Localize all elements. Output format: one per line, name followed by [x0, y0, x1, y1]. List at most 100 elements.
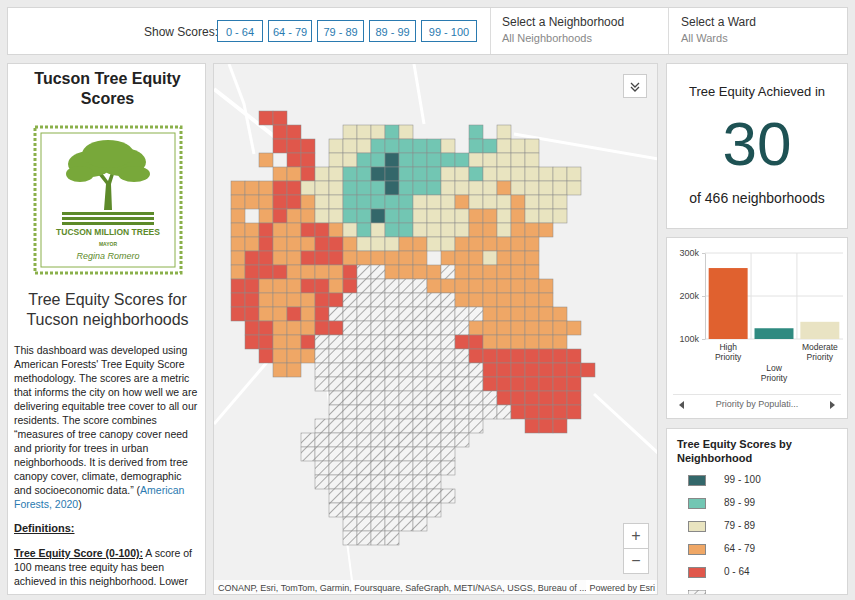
neighborhood[interactable]	[385, 195, 399, 209]
neighborhood[interactable]	[455, 293, 469, 307]
powered-by[interactable]: Powered by Esri	[586, 580, 655, 595]
neighborhood[interactable]	[371, 447, 385, 461]
neighborhood[interactable]	[511, 195, 525, 209]
neighborhood[interactable]	[539, 279, 553, 293]
neighborhood[interactable]	[497, 139, 511, 153]
neighborhood[interactable]	[427, 363, 441, 377]
neighborhood[interactable]	[483, 377, 497, 391]
neighborhood[interactable]	[441, 321, 455, 335]
neighborhood[interactable]	[413, 335, 427, 349]
neighborhood[interactable]	[245, 321, 259, 335]
neighborhood[interactable]	[539, 209, 553, 223]
prev-button[interactable]	[677, 400, 687, 410]
neighborhood[interactable]	[399, 363, 413, 377]
neighborhood[interactable]	[539, 307, 553, 321]
neighborhood[interactable]	[273, 223, 287, 237]
neighborhood[interactable]	[343, 167, 357, 181]
neighborhood[interactable]	[371, 293, 385, 307]
neighborhood[interactable]	[343, 447, 357, 461]
neighborhood[interactable]	[343, 475, 357, 489]
neighborhood[interactable]	[469, 125, 483, 139]
neighborhood[interactable]	[525, 279, 539, 293]
neighborhood[interactable]	[231, 209, 245, 223]
neighborhood[interactable]	[525, 307, 539, 321]
neighborhood[interactable]	[525, 405, 539, 419]
neighborhood[interactable]	[469, 363, 483, 377]
neighborhood[interactable]	[329, 237, 343, 251]
neighborhood[interactable]	[539, 405, 553, 419]
neighborhood[interactable]	[301, 195, 315, 209]
bar[interactable]	[800, 322, 839, 339]
neighborhood[interactable]	[525, 391, 539, 405]
neighborhood[interactable]	[427, 419, 441, 433]
neighborhood[interactable]	[455, 223, 469, 237]
neighborhood[interactable]	[441, 447, 455, 461]
neighborhood[interactable]	[483, 209, 497, 223]
neighborhood[interactable]	[427, 279, 441, 293]
neighborhood[interactable]	[497, 181, 511, 195]
neighborhood[interactable]	[301, 265, 315, 279]
neighborhood[interactable]	[497, 321, 511, 335]
neighborhood[interactable]	[343, 181, 357, 195]
neighborhood[interactable]	[371, 181, 385, 195]
neighborhood[interactable]	[553, 391, 567, 405]
neighborhood[interactable]	[525, 195, 539, 209]
neighborhood[interactable]	[455, 251, 469, 265]
score-filter-button[interactable]: 0 - 64	[217, 20, 263, 42]
neighborhood[interactable]	[343, 461, 357, 475]
neighborhood[interactable]	[427, 195, 441, 209]
neighborhood[interactable]	[441, 167, 455, 181]
neighborhood[interactable]	[525, 419, 539, 433]
neighborhood[interactable]	[371, 405, 385, 419]
neighborhood[interactable]	[399, 237, 413, 251]
neighborhood[interactable]	[413, 293, 427, 307]
neighborhood[interactable]	[343, 251, 357, 265]
neighborhood[interactable]	[399, 517, 413, 531]
neighborhood[interactable]	[273, 363, 287, 377]
neighborhood[interactable]	[553, 419, 567, 433]
neighborhood[interactable]	[385, 405, 399, 419]
neighborhood[interactable]	[245, 293, 259, 307]
neighborhood[interactable]	[343, 503, 357, 517]
neighborhood[interactable]	[497, 377, 511, 391]
neighborhood[interactable]	[301, 447, 315, 461]
neighborhood[interactable]	[427, 139, 441, 153]
neighborhood[interactable]	[385, 475, 399, 489]
neighborhood[interactable]	[511, 321, 525, 335]
neighborhood[interactable]	[497, 237, 511, 251]
neighborhood[interactable]	[413, 251, 427, 265]
neighborhood[interactable]	[371, 475, 385, 489]
score-filter-button[interactable]: 99 - 100	[421, 20, 477, 42]
neighborhood[interactable]	[511, 279, 525, 293]
neighborhood[interactable]	[497, 251, 511, 265]
neighborhood[interactable]	[399, 447, 413, 461]
neighborhood[interactable]	[245, 307, 259, 321]
neighborhood[interactable]	[511, 139, 525, 153]
neighborhood[interactable]	[483, 251, 497, 265]
neighborhood[interactable]	[469, 139, 483, 153]
neighborhood[interactable]	[497, 363, 511, 377]
neighborhood[interactable]	[301, 293, 315, 307]
neighborhood[interactable]	[455, 349, 469, 363]
neighborhood[interactable]	[385, 419, 399, 433]
neighborhood[interactable]	[413, 153, 427, 167]
neighborhood[interactable]	[399, 125, 413, 139]
neighborhood[interactable]	[413, 433, 427, 447]
neighborhood[interactable]	[371, 517, 385, 531]
neighborhood[interactable]	[399, 195, 413, 209]
neighborhood[interactable]	[441, 209, 455, 223]
neighborhood[interactable]	[399, 461, 413, 475]
neighborhood[interactable]	[371, 391, 385, 405]
neighborhood[interactable]	[329, 293, 343, 307]
neighborhood[interactable]	[427, 223, 441, 237]
neighborhood[interactable]	[455, 391, 469, 405]
neighborhood[interactable]	[371, 419, 385, 433]
neighborhood[interactable]	[455, 265, 469, 279]
neighborhood[interactable]	[483, 139, 497, 153]
neighborhood[interactable]	[441, 419, 455, 433]
neighborhood[interactable]	[497, 335, 511, 349]
neighborhood[interactable]	[329, 181, 343, 195]
neighborhood[interactable]	[287, 321, 301, 335]
neighborhood[interactable]	[259, 251, 273, 265]
neighborhood[interactable]	[315, 363, 329, 377]
